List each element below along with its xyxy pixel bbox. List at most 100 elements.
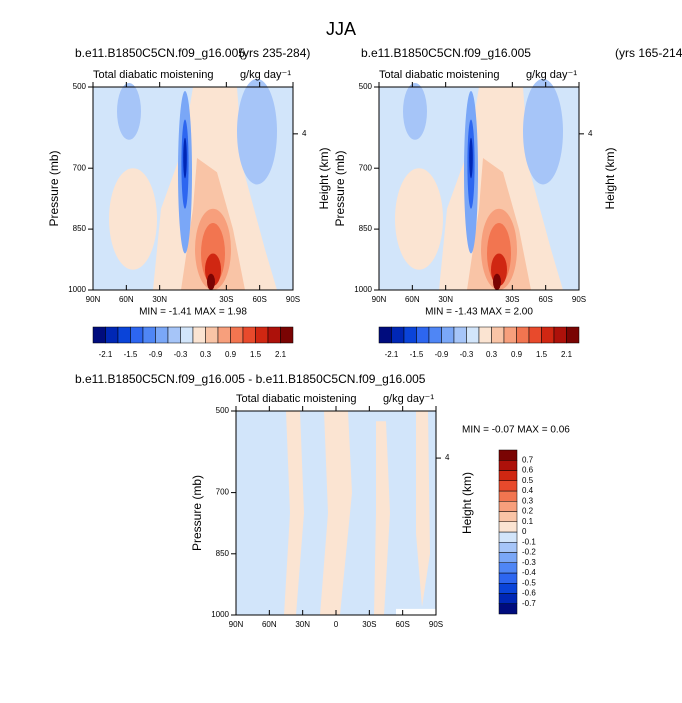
left-label: Total diabatic moistening: [236, 393, 356, 405]
y2-axis-label: Height (km): [460, 472, 474, 534]
panel-title: b.e11.B1850C5CN.f09_g16.005 - b.e11.B185…: [75, 372, 426, 386]
x-tick-label: 60S: [396, 620, 410, 629]
x-tick-label: 90N: [372, 295, 387, 304]
y-axis-label: Pressure (mb): [333, 150, 347, 226]
y-axis-label: Pressure (mb): [47, 150, 61, 226]
colorbar-box: [180, 326, 194, 344]
colorbar-box: [167, 326, 181, 344]
contour-fill: [523, 78, 563, 185]
colorbar-label: -0.4: [522, 568, 536, 577]
colorbar-box: [528, 326, 542, 344]
colorbar-box: [498, 552, 518, 563]
y2-axis-label: Height (km): [317, 147, 331, 209]
colorbar-box: [498, 593, 518, 604]
colorbar-label: -1.5: [410, 350, 424, 359]
y-tick-label: 500: [216, 406, 230, 415]
colorbar-box: [498, 449, 518, 461]
y-tick-label: 700: [73, 163, 87, 172]
units-label: g/kg day⁻¹: [383, 393, 434, 405]
colorbar-label: 0.3: [522, 496, 534, 505]
colorbar-label: 0.9: [225, 350, 237, 359]
contour-fill: [183, 137, 187, 179]
colorbar-box: [267, 326, 281, 344]
colorbar-label: 0: [522, 527, 527, 536]
colorbar-label: -2.1: [99, 350, 113, 359]
y-tick-label: 700: [216, 488, 230, 497]
colorbar-label: 0.5: [522, 476, 534, 485]
colorbar-box: [498, 542, 518, 553]
colorbar-label: -0.5: [522, 578, 536, 587]
colorbar-box: [105, 326, 119, 344]
colorbar-box: [130, 326, 144, 344]
x-tick-label: 60S: [253, 295, 267, 304]
y-tick-label: 850: [359, 224, 373, 233]
contour-fill: [109, 168, 157, 270]
panel-subtitle: (yrs 235-284): [239, 46, 310, 60]
min-max-label: MIN = -1.41 MAX = 1.98: [139, 307, 247, 318]
colorbar-box: [230, 326, 244, 344]
x-tick-label: 30N: [152, 295, 167, 304]
colorbar-box: [498, 603, 518, 615]
colorbar-label: 0.3: [486, 350, 498, 359]
colorbar-box: [92, 326, 106, 344]
x-tick-label: 90S: [572, 295, 586, 304]
min-max-label: MIN = -0.07 MAX = 0.06: [462, 425, 570, 436]
colorbar-label: 0.9: [511, 350, 523, 359]
colorbar-box: [117, 326, 131, 344]
figure-title: JJA: [326, 19, 356, 39]
colorbar-box: [516, 326, 530, 344]
colorbar-label: -0.3: [174, 350, 188, 359]
x-tick-label: 60N: [405, 295, 420, 304]
y2-tick-label: 4: [588, 129, 593, 138]
colorbar-box: [192, 326, 206, 344]
min-max-label: MIN = -1.43 MAX = 2.00: [425, 307, 533, 318]
colorbar-label: -2.1: [385, 350, 399, 359]
contour-fill: [493, 273, 501, 290]
colorbar-label: -0.3: [522, 558, 536, 567]
colorbar-box: [498, 501, 518, 512]
contour-fill: [469, 137, 473, 179]
x-tick-label: 30N: [438, 295, 453, 304]
colorbar-box: [466, 326, 480, 344]
panel-subtitle: (yrs 165-214): [615, 46, 682, 60]
x-tick-label: 60N: [119, 295, 134, 304]
colorbar-box: [498, 531, 518, 543]
colorbar-box: [478, 326, 492, 344]
colorbar-box: [498, 562, 518, 574]
colorbar-label: -0.6: [522, 589, 536, 598]
colorbar-box: [242, 326, 256, 344]
colorbar-label: 0.4: [522, 486, 534, 495]
panel: b.e11.B1850C5CN.f09_g16.005(yrs 235-284)…: [47, 46, 331, 359]
contour-fill: [284, 411, 304, 615]
colorbar-box: [498, 511, 518, 522]
colorbar-label: 0.6: [522, 466, 534, 475]
colorbar-label: 2.1: [561, 350, 573, 359]
contour-fill: [396, 608, 436, 615]
plot-frame: [92, 86, 294, 291]
colorbar-label: 0.7: [522, 455, 534, 464]
y-tick-label: 500: [359, 82, 373, 91]
colorbar-label: -1.5: [124, 350, 138, 359]
colorbar-label: 1.5: [536, 350, 548, 359]
colorbar-box: [255, 326, 269, 344]
left-label: Total diabatic moistening: [93, 69, 213, 81]
panel-title: b.e11.B1850C5CN.f09_g16.005: [75, 46, 245, 60]
colorbar-box: [428, 326, 442, 344]
y2-tick-label: 4: [302, 129, 307, 138]
colorbar-box: [498, 470, 518, 481]
colorbar-box: [491, 326, 505, 344]
colorbar-box: [155, 326, 169, 344]
contour-fill: [416, 411, 430, 607]
x-tick-label: 90N: [86, 295, 101, 304]
colorbar-box: [453, 326, 467, 344]
colorbar-box: [280, 326, 294, 344]
colorbar-label: -0.3: [460, 350, 474, 359]
colorbar-label: -0.9: [435, 350, 449, 359]
colorbar-box: [498, 460, 518, 471]
x-tick-label: 90S: [429, 620, 443, 629]
colorbar-box: [403, 326, 417, 344]
colorbar-box: [498, 583, 518, 594]
left-label: Total diabatic moistening: [379, 69, 499, 81]
colorbar-box: [416, 326, 430, 344]
